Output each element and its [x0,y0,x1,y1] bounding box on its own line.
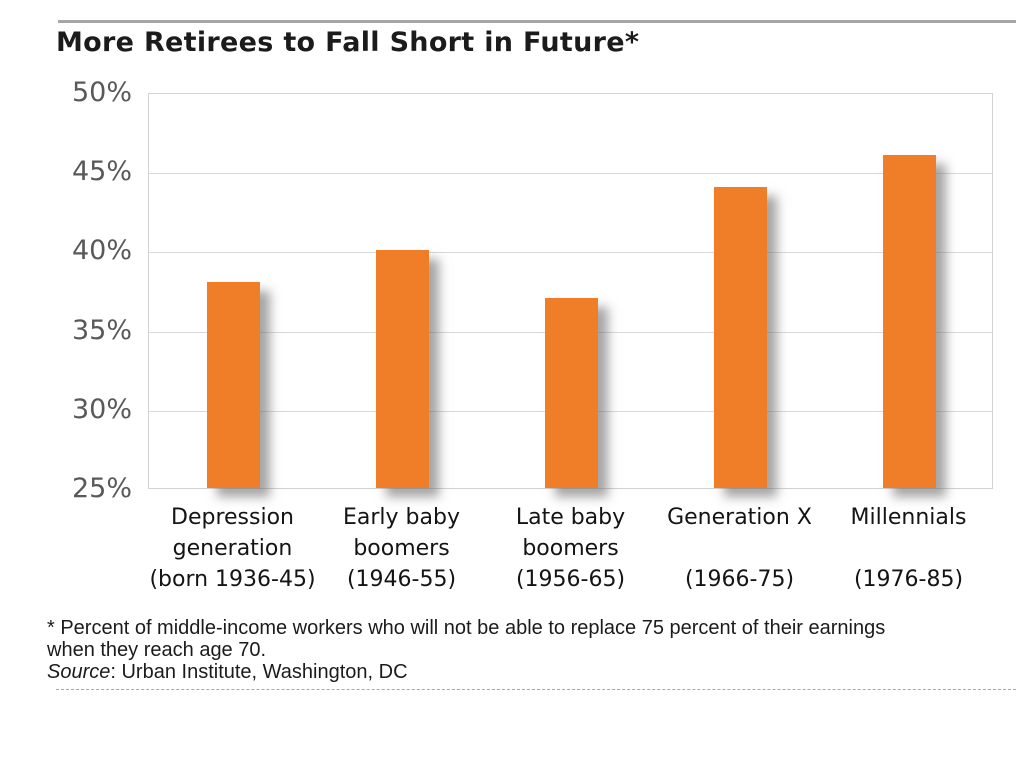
category-label-millennials: Millennials (1976-85) [824,502,993,595]
gridline-40-percent [149,252,992,254]
category-label-line: (1946-55) [346,567,457,592]
category-label-line: boomers [353,536,450,561]
category-label-line: (1976-85) [853,567,964,592]
chart-title: More Retirees to Fall Short in Future* [56,27,640,58]
bar-depression-generation [207,282,260,488]
category-label-line [824,533,993,564]
bar-early-baby-boomers [376,250,429,488]
category-label-depression-generation: Depression generation (born 1936-45) [148,502,317,595]
footnote-line-2: when they reach age 70. [47,639,267,661]
y-axis-tick-labels: 50% 45% 40% 35% 30% 25% [40,77,132,504]
y-tick-30-percent: 30% [71,393,132,425]
y-tick-40-percent: 40% [71,235,132,267]
y-tick-25-percent: 25% [71,473,132,504]
category-label-line: (1966-75) [684,567,795,592]
bar-generation-x [714,187,767,488]
bar-late-baby-boomers [545,297,598,488]
y-tick-50-percent: 50% [71,77,132,108]
category-label-line: Late baby [515,505,626,530]
category-label-line: boomers [522,536,619,561]
bar-chart-plot-area [148,93,993,489]
bar-millennials [883,155,936,488]
category-label-line: (born 1936-45) [149,567,316,592]
gridline-45-percent [149,173,992,175]
category-label-line: generation [172,536,293,561]
source-label: Source [47,661,111,683]
category-label-generation-x: Generation X (1966-75) [655,502,824,595]
source-text: : Urban Institute, Washington, DC [110,661,408,683]
category-label-line [655,533,824,564]
category-label-late-baby-boomers: Late baby boomers (1956-65) [486,502,655,595]
category-label-early-baby-boomers: Early baby boomers (1946-55) [317,502,486,595]
bottom-divider [56,689,1016,690]
footnote-line-1: * Percent of middle-income workers who w… [47,617,886,639]
source-line: Source: Urban Institute, Washington, DC [47,661,1012,683]
category-label-line: Early baby [343,505,460,530]
category-label-line: (1956-65) [515,567,626,592]
footnote: * Percent of middle-income workers who w… [47,617,1012,683]
y-tick-45-percent: 45% [71,156,132,188]
category-label-line: Generation X [667,505,812,530]
top-divider [58,20,1016,23]
x-axis-category-labels: Depression generation (born 1936-45) Early … [148,502,993,598]
category-label-line: Millennials [850,505,967,530]
y-tick-35-percent: 35% [71,314,132,346]
category-label-line: Depression [171,505,294,530]
